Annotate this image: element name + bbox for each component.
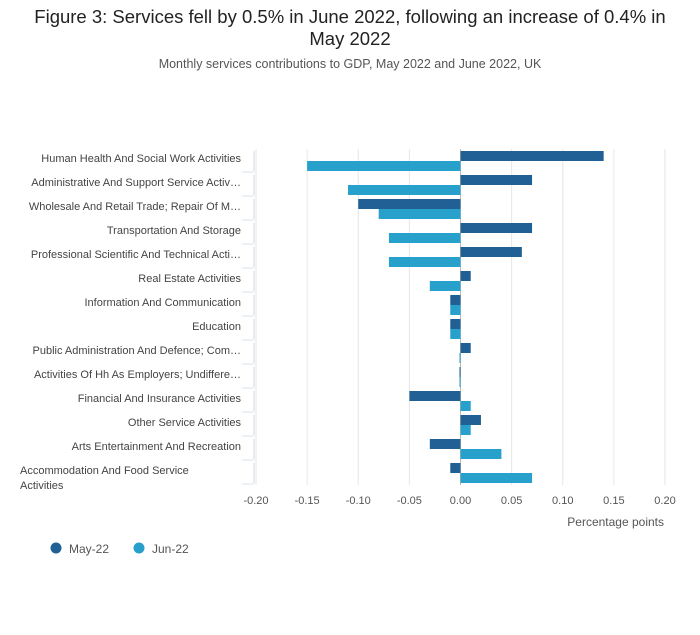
x-tick-label: -0.15 (295, 495, 320, 507)
bar-jun-22 (348, 185, 461, 195)
bar-jun-22 (450, 329, 461, 339)
category-label: Activities (20, 480, 64, 492)
bar-jun-22 (450, 305, 461, 315)
bar-jun-22 (460, 473, 533, 483)
bar-may-22 (459, 367, 461, 377)
bar-jun-22 (459, 377, 461, 387)
bar-may-22 (460, 223, 533, 233)
bar-jun-22 (307, 161, 461, 171)
bar-may-22 (450, 463, 461, 473)
x-tick-label: 0.00 (450, 495, 471, 507)
x-tick-label: 0.10 (552, 495, 573, 507)
chart-title: Figure 3: Services fell by 0.5% in June … (34, 6, 666, 49)
bar-may-22 (460, 271, 471, 281)
x-tick-label: 0.05 (501, 495, 522, 507)
category-axis: Human Health And Social Work Activities A… (20, 151, 255, 492)
bar-may-22 (460, 151, 604, 161)
category-label: Financial And Insurance Activities (78, 393, 242, 405)
category-label: Human Health And Social Work Activities (41, 153, 241, 165)
bar-jun-22 (429, 281, 461, 291)
bars (307, 151, 604, 483)
bar-jun-22 (459, 353, 461, 363)
bar-may-22 (409, 391, 461, 401)
bar-may-22 (460, 247, 522, 257)
bar-jun-22 (460, 449, 502, 459)
category-label: Wholesale And Retail Trade; Repair Of M… (29, 201, 241, 213)
legend-marker (50, 542, 62, 554)
category-label: Administrative And Support Service Activ… (31, 177, 241, 189)
bar-may-22 (450, 319, 461, 329)
category-label: Activities Of Hh As Employers; Undiffere… (34, 369, 241, 381)
bar-jun-22 (460, 425, 471, 435)
category-label: Transportation And Storage (107, 225, 241, 237)
bar-jun-22 (460, 401, 471, 411)
bar-may-22 (460, 175, 533, 185)
bar-may-22 (460, 343, 471, 353)
chart-subtitle: Monthly services contributions to GDP, M… (158, 57, 542, 71)
category-label: Other Service Activities (128, 417, 242, 429)
bar-jun-22 (388, 257, 461, 267)
bar-jun-22 (378, 209, 461, 219)
category-label: Information And Communication (84, 297, 241, 309)
category-label: Arts Entertainment And Recreation (72, 441, 241, 453)
x-tick-label: -0.10 (346, 495, 371, 507)
category-label: Public Administration And Defence; Com… (33, 345, 242, 357)
bar-may-22 (450, 295, 461, 305)
x-tick-label: -0.20 (243, 495, 268, 507)
x-tick-label: 0.15 (603, 495, 624, 507)
legend-label: Jun-22 (152, 542, 189, 556)
bar-may-22 (460, 415, 481, 425)
x-tick-label: -0.05 (397, 495, 422, 507)
bar-may-22 (429, 439, 461, 449)
bar-jun-22 (388, 233, 461, 243)
x-axis-ticks: -0.20 -0.15 -0.10 -0.05 0.00 0.05 0.10 0.15 0.20 (243, 495, 675, 507)
bar-may-22 (358, 199, 461, 209)
category-label: Real Estate Activities (138, 273, 241, 285)
category-label: Accommodation And Food Service (20, 465, 189, 477)
legend-marker (133, 542, 145, 554)
category-label: Professional Scientific And Technical Ac… (31, 249, 241, 261)
category-label: Education (192, 321, 241, 333)
legend-label: May-22 (69, 542, 109, 556)
x-tick-label: 0.20 (654, 495, 675, 507)
x-axis-title: Percentage points (567, 515, 664, 529)
legend: May-22 Jun-22 (50, 542, 189, 556)
